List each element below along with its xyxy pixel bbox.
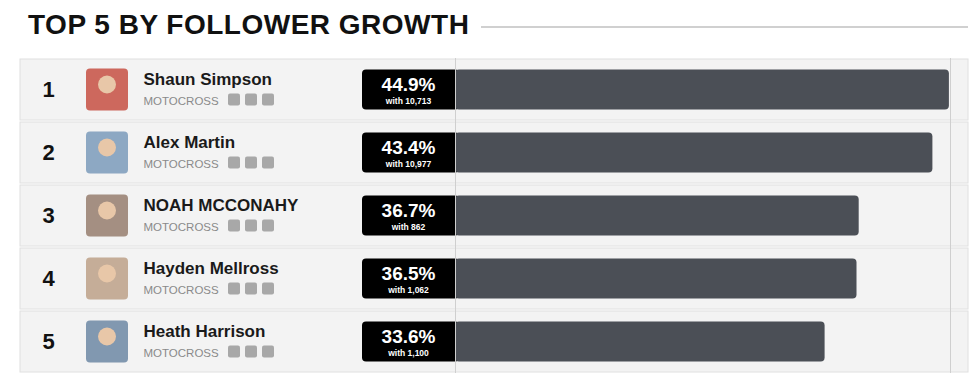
svg-text:MOTOCROSS: MOTOCROSS [144,95,220,107]
svg-text:5: 5 [42,329,54,354]
svg-text:Shaun Simpson: Shaun Simpson [144,70,272,89]
svg-text:43.4%: 43.4% [382,137,436,158]
svg-text:MOTOCROSS: MOTOCROSS [144,158,220,170]
html-text:TOP 5 BY FOLLOWER GROWTH: TOP 5 BY FOLLOWER GROWTH [28,9,470,40]
svg-text:with 1,100: with 1,100 [387,348,429,358]
svg-text:NOAH MCCONAHY: NOAH MCCONAHY [144,196,300,215]
svg-text:Hayden Mellross: Hayden Mellross [144,259,279,278]
svg-text:Heath Harrison: Heath Harrison [144,322,266,341]
svg-text:1: 1 [42,77,54,102]
svg-text:2: 2 [42,140,54,165]
svg-text:Alex Martin: Alex Martin [144,133,236,152]
svg-text:with 1,062: with 1,062 [387,285,429,295]
svg-text:4: 4 [42,266,55,291]
svg-text:3: 3 [42,203,54,228]
svg-text:36.5%: 36.5% [382,263,436,284]
svg-text:MOTOCROSS: MOTOCROSS [144,221,220,233]
svg-text:with 10,713: with 10,713 [385,96,432,106]
svg-text:36.7%: 36.7% [382,200,436,221]
svg-text:MOTOCROSS: MOTOCROSS [144,347,220,359]
svg-text:with 10,977: with 10,977 [385,159,432,169]
svg-text:33.6%: 33.6% [382,326,436,347]
svg-text:MOTOCROSS: MOTOCROSS [144,284,220,296]
svg-text:44.9%: 44.9% [382,74,436,95]
svg-text:with 862: with 862 [391,222,426,232]
